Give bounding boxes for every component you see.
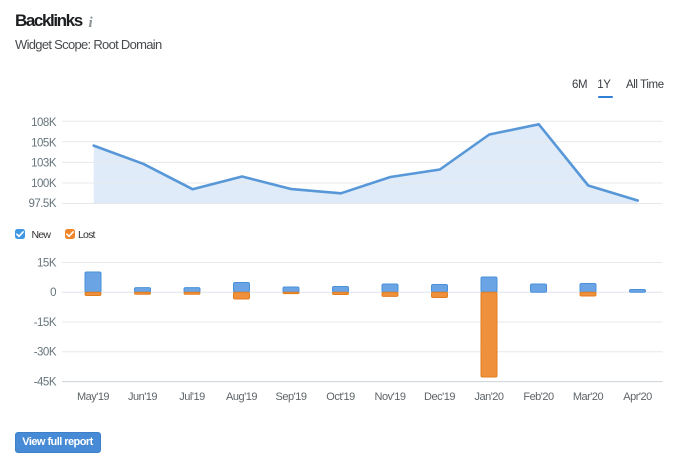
svg-text:Oct'19: Oct'19: [326, 391, 355, 403]
svg-text:0: 0: [50, 287, 56, 299]
svg-text:Sep'19: Sep'19: [276, 391, 307, 403]
svg-text:May'19: May'19: [77, 391, 109, 403]
svg-text:Apr'20: Apr'20: [623, 391, 652, 403]
svg-text:-30K: -30K: [34, 347, 57, 359]
svg-text:103K: 103K: [31, 158, 57, 170]
svg-text:-45K: -45K: [34, 376, 57, 388]
svg-text:108K: 108K: [31, 117, 57, 129]
svg-text:97.5K: 97.5K: [28, 198, 56, 210]
svg-text:15K: 15K: [37, 257, 57, 269]
svg-text:Jul'19: Jul'19: [179, 391, 205, 403]
svg-text:100K: 100K: [31, 178, 57, 190]
svg-text:-15K: -15K: [34, 317, 57, 329]
svg-text:Aug'19: Aug'19: [226, 391, 257, 403]
svg-text:Mar'20: Mar'20: [573, 391, 604, 403]
svg-text:105K: 105K: [31, 137, 57, 149]
svg-text:Jan'20: Jan'20: [474, 391, 503, 403]
svg-text:Dec'19: Dec'19: [424, 391, 455, 403]
svg-text:Nov'19: Nov'19: [375, 391, 406, 403]
svg-text:Jun'19: Jun'19: [128, 391, 157, 403]
svg-text:Feb'20: Feb'20: [523, 391, 554, 403]
